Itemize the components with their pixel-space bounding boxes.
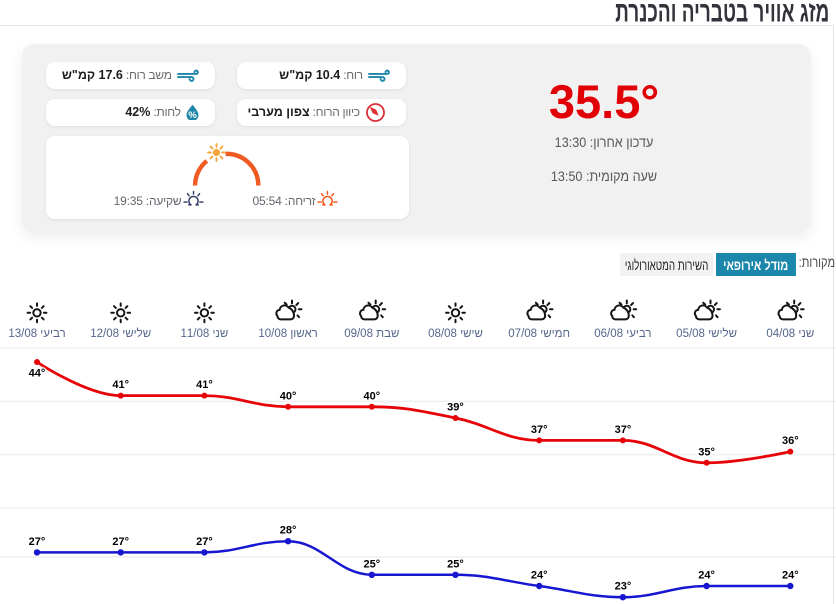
svg-text:39°: 39°: [447, 402, 464, 414]
svg-text:25°: 25°: [363, 558, 380, 570]
svg-text:ראשון 10/08: ראשון 10/08: [258, 328, 317, 340]
svg-text:רביעי 06/08: רביעי 06/08: [594, 328, 651, 340]
svg-text:40°: 40°: [280, 390, 297, 402]
svg-text:37°: 37°: [531, 424, 548, 436]
svg-text:24°: 24°: [782, 570, 799, 582]
svg-text:36°: 36°: [782, 435, 799, 447]
svg-text:שישי 08/08: שישי 08/08: [428, 328, 483, 340]
svg-text:44°: 44°: [29, 368, 46, 380]
svg-text:רביעי 13/08: רביעי 13/08: [8, 328, 65, 340]
svg-text:27°: 27°: [29, 536, 46, 548]
svg-text:שני 04/08: שני 04/08: [766, 328, 814, 340]
svg-text:35°: 35°: [698, 446, 715, 458]
svg-text:40°: 40°: [363, 390, 380, 402]
svg-text:41°: 41°: [196, 379, 213, 391]
svg-text:27°: 27°: [112, 536, 129, 548]
svg-text:חמישי 07/08: חמישי 07/08: [508, 328, 570, 340]
svg-text:שבת 09/08: שבת 09/08: [344, 328, 399, 340]
svg-text:שלישי 05/08: שלישי 05/08: [676, 327, 737, 340]
svg-text:23°: 23°: [615, 581, 632, 593]
svg-text:שני 11/08: שני 11/08: [180, 328, 228, 340]
svg-text:24°: 24°: [531, 570, 548, 582]
svg-text:%: %: [188, 110, 197, 120]
svg-text:41°: 41°: [112, 379, 129, 391]
svg-text:37°: 37°: [615, 424, 632, 436]
svg-text:28°: 28°: [280, 525, 297, 537]
svg-text:שלישי 12/08: שלישי 12/08: [90, 327, 151, 340]
svg-text:24°: 24°: [698, 570, 715, 582]
svg-text:27°: 27°: [196, 536, 213, 548]
svg-text:25°: 25°: [447, 558, 464, 570]
